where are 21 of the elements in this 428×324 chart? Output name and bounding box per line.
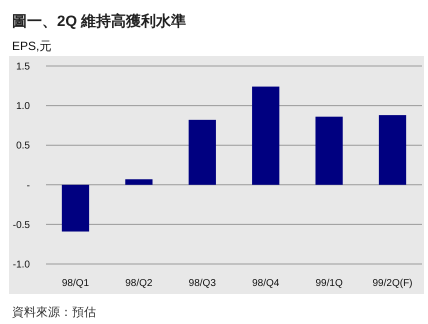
source-note: 資料來源：預估 [12, 305, 96, 319]
bar [252, 86, 280, 185]
x-tick-label: 98/Q3 [188, 278, 216, 289]
chart-title: 圖一、2Q 維持高獲利水準 [12, 12, 186, 30]
y-axis-title: EPS,元 [12, 39, 52, 53]
x-tick-label: 99/1Q [315, 278, 343, 289]
x-tick-label: 99/2Q(F) [372, 278, 413, 289]
y-tick-label: 1.5 [16, 62, 30, 72]
y-tick-label: 1.0 [16, 101, 30, 112]
y-tick-label: 0.5 [16, 140, 30, 152]
bar [125, 179, 153, 185]
x-tick-label: 98/Q1 [62, 278, 90, 289]
bar [62, 184, 90, 232]
bar [315, 116, 343, 185]
x-tick-label: 98/Q4 [252, 278, 280, 289]
bar [188, 120, 216, 185]
y-tick-label: -1.0 [12, 260, 30, 270]
x-tick-label: 98/Q2 [125, 278, 153, 289]
y-tick-label: -0.5 [12, 220, 30, 231]
bar [378, 115, 406, 185]
y-tick-label: - [26, 180, 30, 192]
